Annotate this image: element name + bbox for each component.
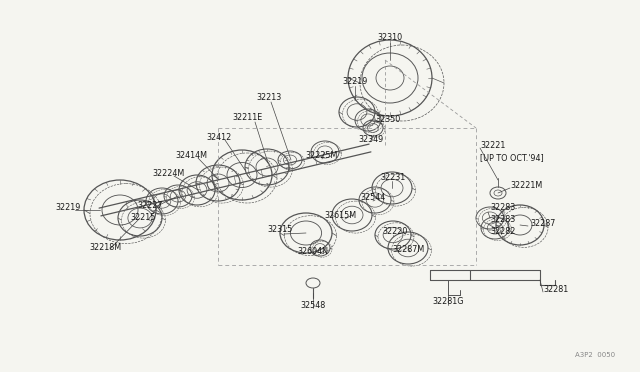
Text: 32219: 32219: [55, 203, 81, 212]
Text: 32281: 32281: [543, 285, 568, 294]
Text: 32544: 32544: [360, 192, 386, 202]
Text: 32604N: 32604N: [298, 247, 328, 257]
Text: 32227: 32227: [137, 201, 163, 209]
Text: 32231: 32231: [380, 173, 406, 182]
Text: 32282: 32282: [490, 228, 515, 237]
Text: 32615M: 32615M: [324, 211, 356, 219]
Text: 32283: 32283: [490, 215, 515, 224]
Text: 32215: 32215: [131, 214, 156, 222]
Text: 32218M: 32218M: [89, 243, 121, 251]
Text: 32349: 32349: [358, 135, 383, 144]
Text: 32283: 32283: [490, 202, 515, 212]
Text: 32221M: 32221M: [510, 180, 542, 189]
Text: 32287M: 32287M: [393, 244, 425, 253]
Text: 32310: 32310: [378, 33, 403, 42]
Text: 32220: 32220: [382, 228, 408, 237]
Text: 32281G: 32281G: [432, 298, 464, 307]
Text: A3P2  0050: A3P2 0050: [575, 352, 615, 358]
Text: 32315: 32315: [268, 225, 292, 234]
Text: 32213: 32213: [257, 93, 282, 103]
Text: [UP TO OCT.'94]: [UP TO OCT.'94]: [480, 154, 544, 163]
Text: 32219: 32219: [342, 77, 368, 87]
Text: 32412: 32412: [206, 132, 232, 141]
Text: 32414M: 32414M: [175, 151, 207, 160]
Text: 32221: 32221: [480, 141, 506, 150]
Text: 32211E: 32211E: [233, 113, 263, 122]
Text: 32224M: 32224M: [153, 170, 185, 179]
Text: 32287: 32287: [530, 218, 556, 228]
Text: 32350: 32350: [376, 115, 401, 125]
Text: 32225M: 32225M: [306, 151, 338, 160]
Text: 32548: 32548: [300, 301, 326, 310]
